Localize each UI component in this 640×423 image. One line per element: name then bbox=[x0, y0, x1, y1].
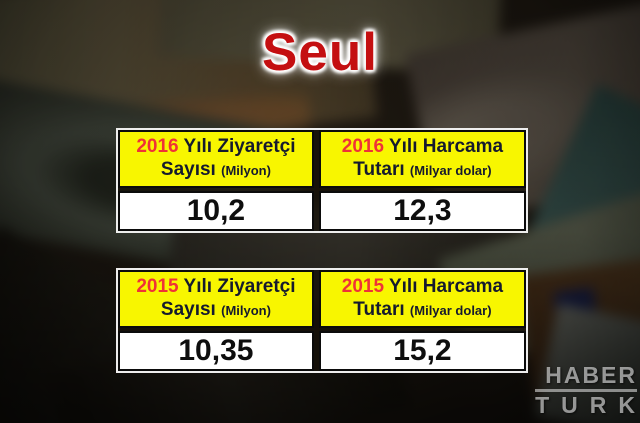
header-2015-visitors: 2015 Yılı Ziyaretçi Sayısı (Milyon) bbox=[118, 270, 314, 328]
unit-label: (Milyon) bbox=[221, 303, 271, 318]
stats-table-2015: 2015 Yılı Ziyaretçi Sayısı (Milyon) 2015… bbox=[116, 268, 528, 373]
year-label: 2016 bbox=[341, 136, 385, 157]
value-2015-spending: 15,2 bbox=[318, 331, 526, 371]
header-text: Tutarı bbox=[353, 299, 405, 320]
header-text: Sayısı bbox=[160, 159, 216, 180]
header-text: Yılı Ziyaretçi bbox=[183, 276, 296, 297]
header-text: Sayısı bbox=[160, 299, 216, 320]
page-title: Seul bbox=[262, 23, 378, 82]
value-2015-visitors: 10,35 bbox=[118, 331, 314, 371]
header-2015-spending: 2015 Yılı Harcama Tutarı (Milyar dolar) bbox=[318, 270, 526, 328]
value-2016-visitors: 10,2 bbox=[118, 191, 314, 231]
header-line2: Sayısı (Milyon) bbox=[122, 158, 310, 182]
stats-table-2016: 2016 Yılı Ziyaretçi Sayısı (Milyon) 2016… bbox=[116, 128, 528, 233]
year-label: 2015 bbox=[341, 276, 385, 297]
value-2016-spending: 12,3 bbox=[318, 191, 526, 231]
logo-line-turk: TURK bbox=[535, 392, 640, 418]
unit-label: (Milyar dolar) bbox=[409, 303, 492, 318]
unit-label: (Milyar dolar) bbox=[409, 163, 492, 178]
header-text: Yılı Harcama bbox=[388, 276, 504, 297]
year-label: 2016 bbox=[136, 136, 179, 157]
header-line1: 2016 Yılı Ziyaretçi bbox=[122, 135, 310, 158]
header-line1: 2015 Yılı Harcama bbox=[323, 275, 522, 298]
unit-label: (Milyon) bbox=[221, 163, 271, 178]
header-text: Yılı Harcama bbox=[388, 136, 504, 157]
header-line2: Tutarı (Milyar dolar) bbox=[323, 298, 522, 322]
haberturk-logo: HABER TURK bbox=[535, 363, 637, 418]
header-line2: Sayısı (Milyon) bbox=[122, 298, 310, 322]
header-line1: 2016 Yılı Harcama bbox=[323, 135, 522, 158]
header-text: Yılı Ziyaretçi bbox=[183, 136, 296, 157]
logo-line-haber: HABER bbox=[535, 363, 637, 392]
header-line2: Tutarı (Milyar dolar) bbox=[323, 158, 522, 182]
header-line1: 2015 Yılı Ziyaretçi bbox=[122, 275, 310, 298]
header-2016-visitors: 2016 Yılı Ziyaretçi Sayısı (Milyon) bbox=[118, 130, 314, 188]
year-label: 2015 bbox=[136, 276, 179, 297]
header-text: Tutarı bbox=[353, 159, 405, 180]
header-2016-spending: 2016 Yılı Harcama Tutarı (Milyar dolar) bbox=[318, 130, 526, 188]
